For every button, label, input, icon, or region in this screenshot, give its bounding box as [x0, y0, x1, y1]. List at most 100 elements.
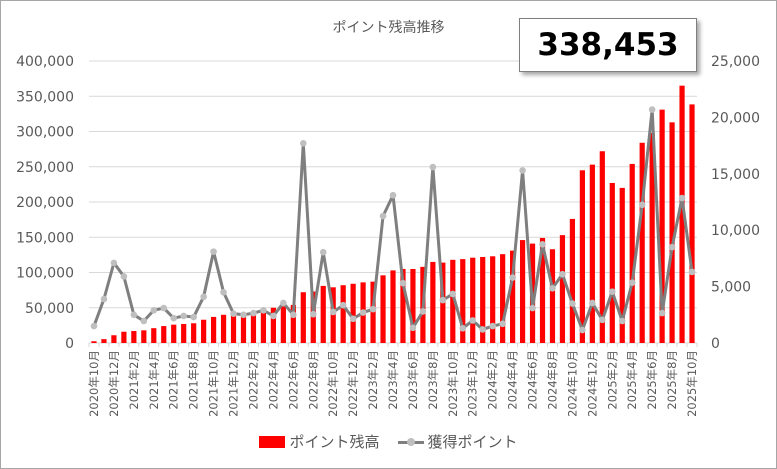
point-2024年5月 — [519, 167, 526, 174]
x-tick-label: 2022年8月 — [306, 350, 320, 410]
y-right-tick-label: 5,000 — [711, 280, 751, 296]
point-2023年5月 — [399, 279, 407, 287]
y-right-tick-label: 25,000 — [711, 54, 760, 70]
bar-2021年8月 — [191, 323, 197, 343]
legend-label-earned: 獲得ポイント — [427, 433, 518, 451]
bar-2024年4月 — [510, 250, 516, 343]
bar-2021年7月 — [181, 323, 187, 343]
y-right-tick-label: 20,000 — [711, 110, 760, 126]
legend-line-swatch — [397, 436, 424, 448]
bar-2020年12月 — [111, 335, 117, 343]
x-tick-label: 2023年6月 — [406, 350, 420, 410]
y-left-tick-label: 250,000 — [16, 160, 74, 176]
bar-2023年6月 — [410, 268, 416, 343]
point-2021年10月 — [210, 248, 217, 255]
bar-2025年9月 — [679, 85, 685, 344]
bar-2022年11月 — [340, 285, 346, 343]
x-tick-label: 2021年4月 — [147, 350, 161, 410]
bar-2024年2月 — [490, 256, 496, 343]
bar-2023年12月 — [470, 257, 476, 343]
bar-2024年9月 — [559, 235, 566, 343]
bar-2021年1月 — [121, 331, 127, 343]
y-left-tick-label: 300,000 — [16, 125, 74, 141]
point-2024年3月 — [499, 320, 506, 328]
x-tick-label: 2025年2月 — [605, 350, 619, 410]
bar-2024年3月 — [500, 254, 506, 343]
bar-2023年10月 — [450, 259, 456, 343]
x-tick-label: 2024年2月 — [486, 350, 500, 410]
bar-2021年10月 — [210, 316, 217, 343]
point-2025年10月 — [688, 268, 696, 276]
point-2022年6月 — [290, 311, 297, 319]
bar-2025年4月 — [629, 163, 635, 343]
x-tick-label: 2024年4月 — [506, 350, 520, 410]
point-2023年3月 — [379, 212, 387, 220]
point-2020年10月 — [90, 322, 98, 330]
x-tick-label: 2023年2月 — [366, 350, 380, 410]
point-2021年12月 — [230, 310, 237, 317]
point-2022年2月 — [250, 309, 257, 317]
point-2023年1月 — [359, 309, 367, 316]
point-2022年10月 — [329, 308, 337, 316]
point-2021年9月 — [200, 293, 207, 301]
x-tick-label: 2021年10月 — [207, 350, 221, 417]
bar-2022年6月 — [290, 304, 296, 343]
point-2023年2月 — [369, 305, 377, 313]
legend-label-balance: ポイント残高 — [289, 433, 380, 451]
y-left-tick-label: 200,000 — [16, 195, 74, 211]
x-tick-label: 2023年12月 — [466, 350, 480, 417]
bar-2023年5月 — [400, 268, 406, 343]
x-tick-label: 2021年12月 — [227, 350, 241, 417]
x-tick-label: 2023年8月 — [426, 350, 440, 410]
point-2021年2月 — [130, 311, 138, 319]
point-2023年10月 — [449, 290, 457, 298]
point-2025年6月 — [648, 106, 656, 113]
bar-2022年7月 — [300, 292, 306, 343]
point-2022年9月 — [319, 248, 327, 256]
bar-2025年1月 — [599, 151, 605, 343]
bar-2023年11月 — [460, 259, 466, 343]
bar-2022年12月 — [350, 283, 356, 343]
point-2025年2月 — [608, 288, 616, 295]
point-2025年5月 — [638, 201, 646, 209]
legend-item-balance: ポイント残高 — [259, 431, 380, 452]
x-tick-label: 2025年6月 — [645, 350, 659, 410]
x-tick-label: 2020年12月 — [107, 350, 121, 417]
bar-2022年3月 — [260, 311, 267, 343]
x-tick-label: 2023年4月 — [386, 350, 400, 410]
point-2022年4月 — [270, 312, 277, 320]
y-left-tick-label: 400,000 — [16, 54, 74, 70]
x-tick-label: 2020年10月 — [87, 350, 101, 417]
bar-2022年9月 — [320, 285, 326, 343]
bar-2022年2月 — [250, 313, 257, 343]
x-tick-label: 2024年12月 — [585, 350, 599, 417]
point-2025年8月 — [668, 243, 676, 251]
bar-2025年2月 — [609, 182, 615, 343]
point-2022年8月 — [309, 310, 317, 318]
bar-2020年10月 — [91, 341, 97, 343]
point-2022年3月 — [260, 306, 267, 314]
point-2025年3月 — [618, 317, 626, 325]
point-2021年4月 — [150, 306, 158, 314]
x-tick-label: 2024年8月 — [545, 350, 559, 410]
point-2020年12月 — [110, 259, 118, 267]
y-left-tick-label: 350,000 — [16, 89, 74, 105]
point-2022年7月 — [299, 140, 307, 147]
point-2021年1月 — [120, 273, 128, 280]
point-2023年12月 — [469, 317, 477, 324]
point-2024年10月 — [569, 300, 576, 307]
point-2022年11月 — [339, 301, 347, 309]
y-left-tick-label: 0 — [65, 336, 74, 352]
point-2025年1月 — [599, 316, 606, 324]
point-2022年12月 — [349, 315, 357, 323]
bar-2021年4月 — [151, 328, 157, 343]
bar-2023年8月 — [430, 261, 436, 343]
y-left-tick-label: 150,000 — [16, 230, 74, 246]
bar-2021年2月 — [131, 331, 137, 343]
point-2024年6月 — [529, 304, 536, 312]
bar-2024年12月 — [589, 164, 595, 343]
bar-2024年8月 — [549, 249, 556, 343]
point-2021年11月 — [220, 288, 227, 296]
x-tick-label: 2025年10月 — [685, 350, 699, 417]
